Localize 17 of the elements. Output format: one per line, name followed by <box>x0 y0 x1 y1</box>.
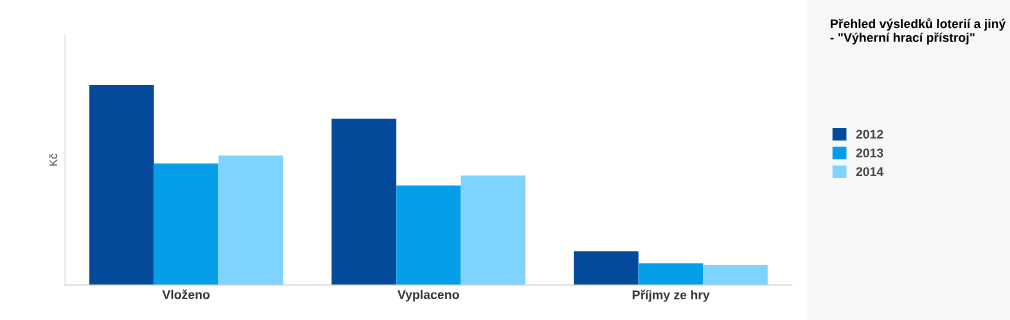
legend-label: 2012 <box>856 129 884 139</box>
x-tick-label: Vloženo <box>162 289 210 300</box>
bar <box>460 175 526 285</box>
legend-label: 2014 <box>856 167 884 177</box>
x-tick-label: Vyplaceno <box>397 289 460 302</box>
bar <box>703 265 768 285</box>
y-axis-title: Kč <box>49 153 58 166</box>
bar <box>153 163 219 285</box>
x-tick-label: Příjmy ze hry <box>632 289 710 302</box>
legend-label: 2013 <box>856 148 884 158</box>
bar <box>89 85 154 285</box>
bar <box>218 155 284 285</box>
text: Přehled výsledků loterií a jiný - "Výherní hrací přístroj" <box>830 18 1006 45</box>
bar <box>638 263 704 285</box>
bar <box>573 251 639 285</box>
bar <box>396 185 461 285</box>
bar <box>331 118 397 285</box>
